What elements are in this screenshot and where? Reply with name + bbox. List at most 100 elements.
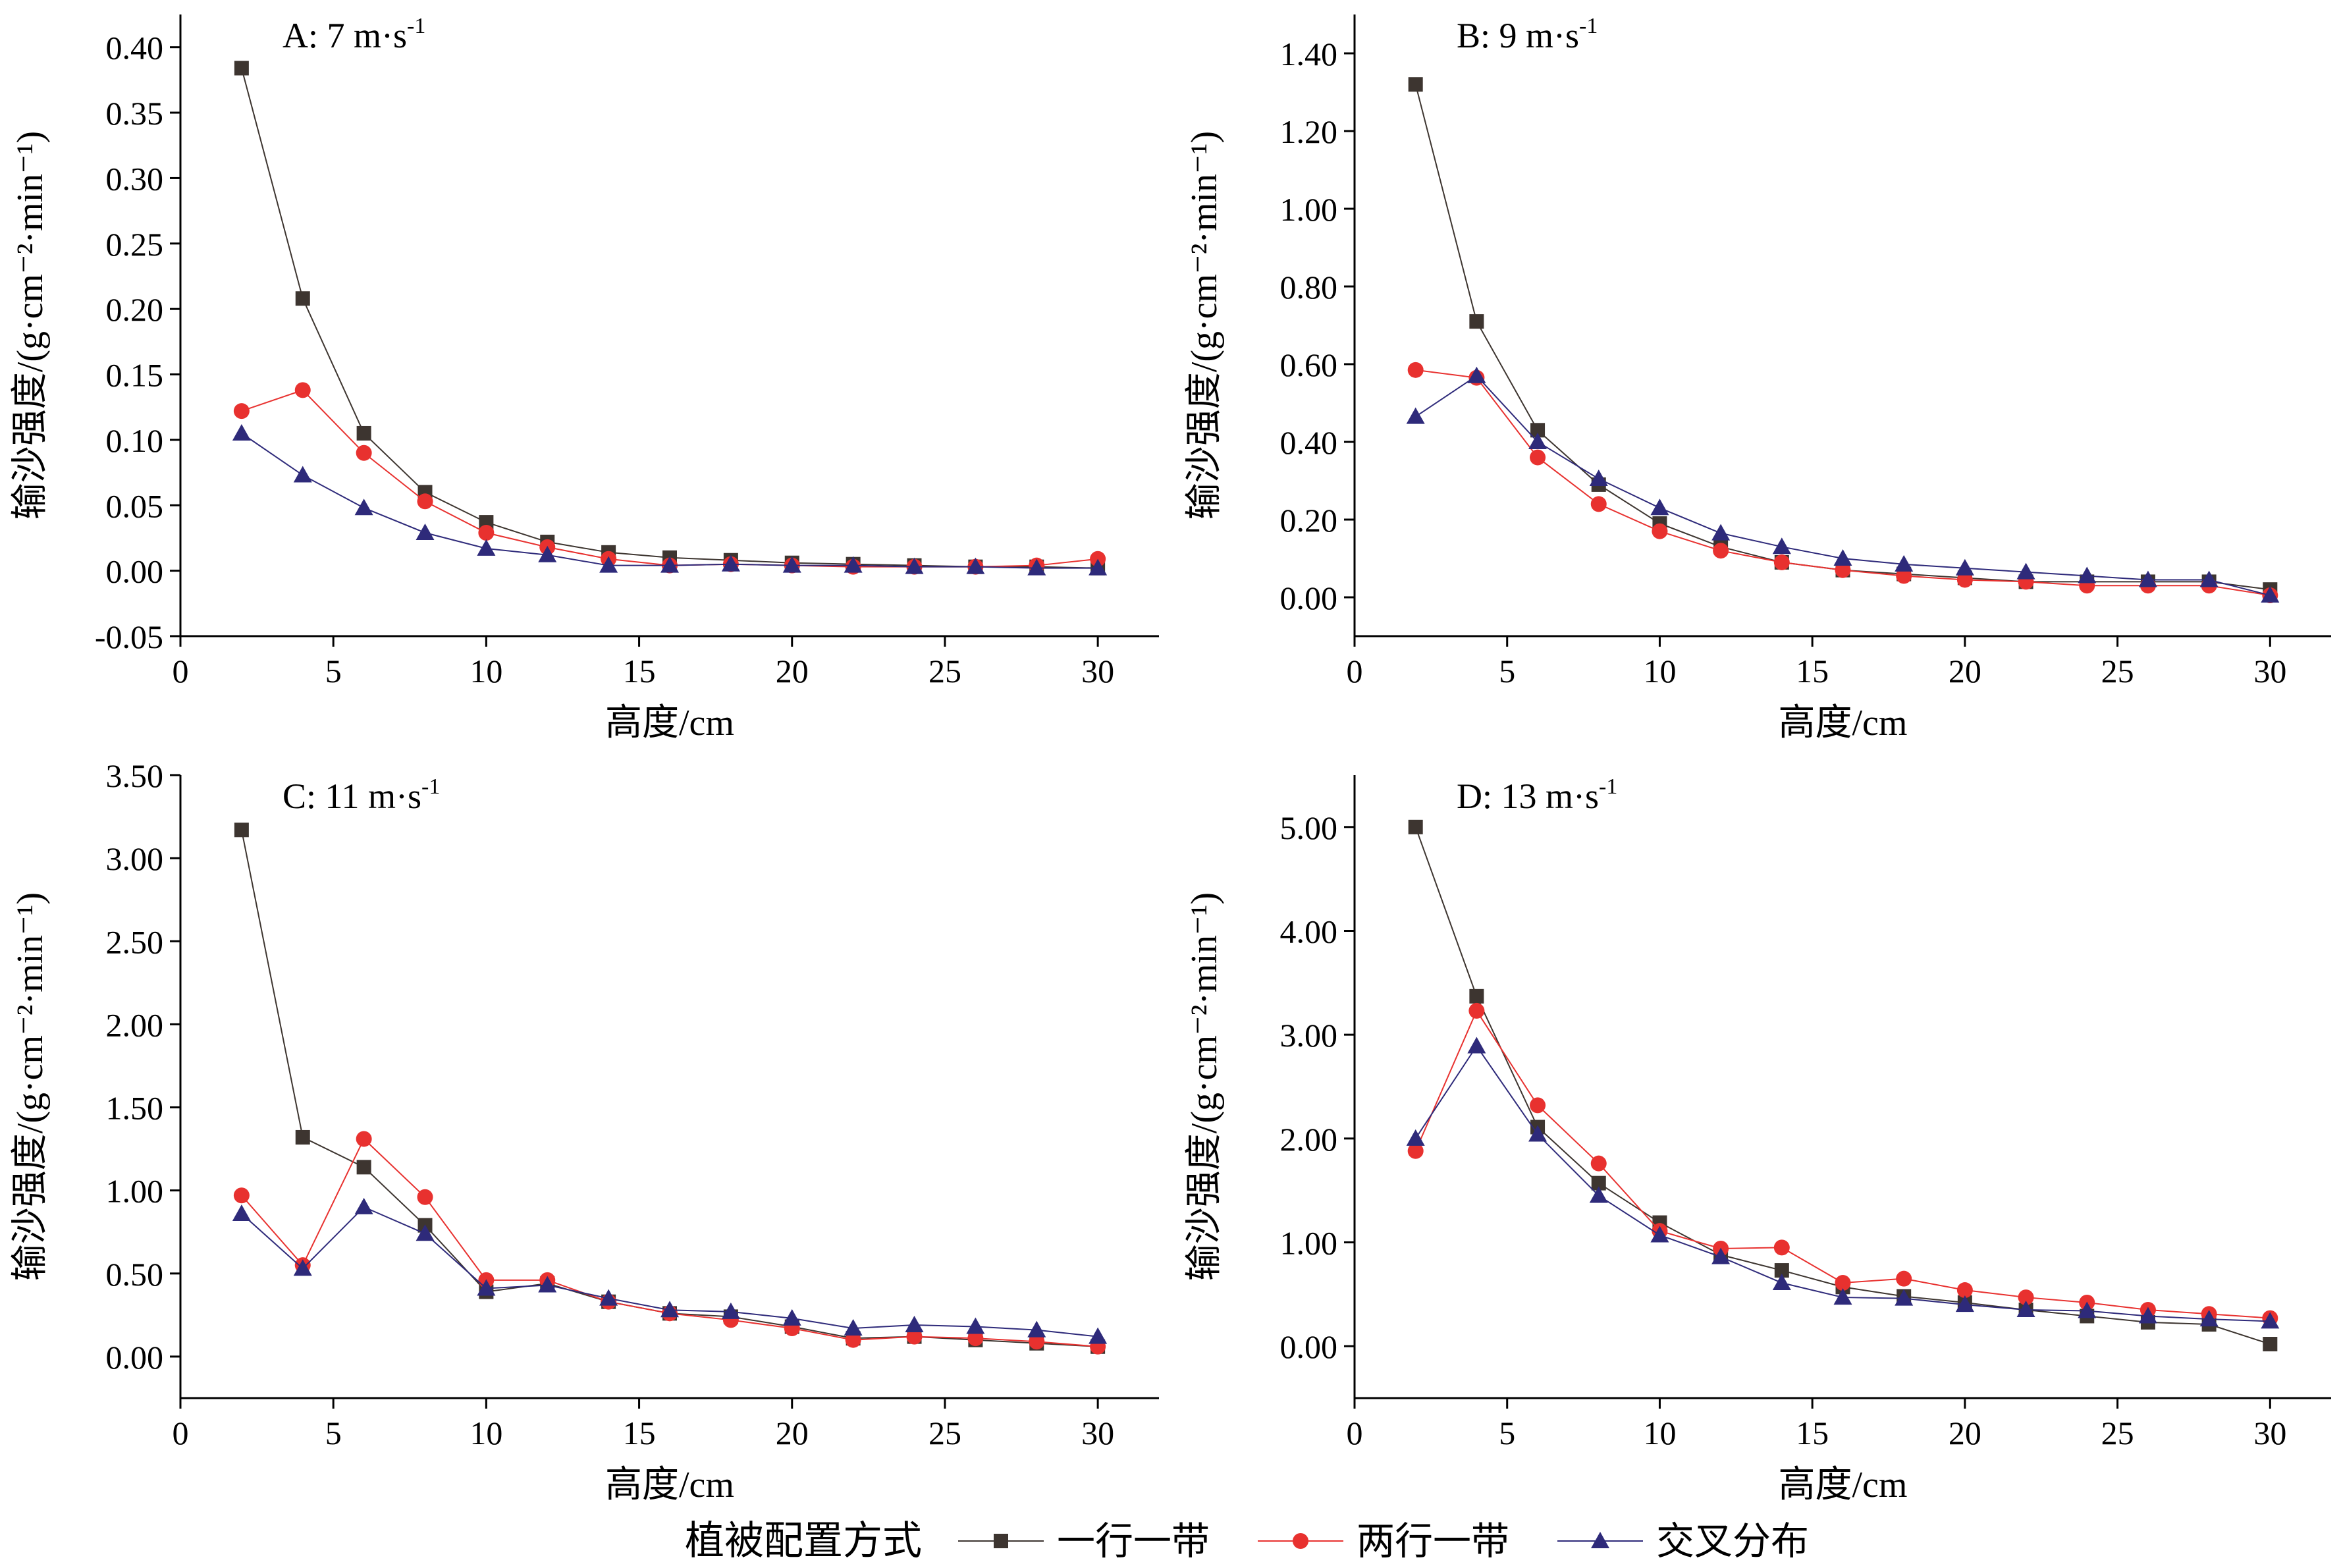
data-point	[599, 1289, 618, 1306]
data-point	[721, 554, 740, 572]
data-point	[1591, 1176, 1606, 1191]
y-tick-label: 1.00	[106, 1173, 164, 1210]
data-point	[233, 403, 250, 419]
data-point	[354, 499, 373, 516]
data-point	[1773, 554, 1790, 570]
y-tick-label: 2.00	[1280, 1121, 1338, 1158]
data-point	[2263, 1337, 2278, 1352]
data-point	[234, 61, 249, 76]
series-square	[1408, 77, 2278, 597]
x-tick-label: 30	[1081, 653, 1114, 689]
data-point	[1896, 1270, 1912, 1287]
data-point	[1833, 1288, 1852, 1305]
legend-marker	[1591, 1532, 1609, 1548]
y-tick-label: 2.00	[106, 1006, 164, 1043]
legend-item: 两行一带	[1258, 1520, 1509, 1563]
y-tick-label: 0.60	[1280, 346, 1338, 383]
data-point	[416, 1224, 435, 1241]
chart-panel-c: 0.00 0.50 1.00 1.50 2.00 2.50 3.00 3.50 0 5 10 15 20…	[10, 757, 1159, 1505]
series-circle	[233, 382, 1106, 575]
data-point	[295, 1129, 310, 1145]
data-point	[356, 1160, 371, 1175]
legend-marker	[1293, 1533, 1308, 1549]
data-point	[1408, 819, 1423, 834]
data-point	[417, 1189, 433, 1205]
data-point	[1711, 1247, 1731, 1264]
x-axis-title: 高度/cm	[1779, 1465, 1908, 1505]
data-point	[1650, 499, 1669, 516]
data-point	[232, 1204, 251, 1221]
data-point	[1406, 407, 1425, 424]
data-point	[1530, 1097, 1546, 1114]
y-tick-label: 0.20	[106, 291, 164, 328]
data-point	[1590, 1155, 1607, 1172]
data-point	[1955, 558, 1974, 576]
y-tick-label: 2.50	[106, 923, 164, 960]
data-point	[1467, 1037, 1486, 1054]
y-tick-label: 0.20	[1280, 502, 1338, 539]
y-tick-label: 1.50	[106, 1090, 164, 1127]
data-point	[1835, 562, 1851, 578]
data-point	[2199, 1310, 2219, 1327]
data-point	[1956, 1282, 1973, 1299]
data-point	[295, 291, 310, 306]
x-tick-label: 5	[325, 1415, 342, 1451]
data-point	[356, 1131, 372, 1147]
series-circle	[1407, 1002, 2278, 1326]
series-line	[1414, 84, 2271, 591]
data-point	[1528, 1125, 1547, 1142]
chart-panels: -0.05 0.00 0.05 0.10 0.15 0.20 0.25 0.30 0.35 0.4…	[10, 14, 2331, 1505]
y-tick-label: 1.00	[1280, 191, 1338, 228]
chart-panel-b: 0.00 0.20 0.40 0.60 0.80 1.00 1.20 1.40 0 5 10 15 20…	[1184, 14, 2331, 743]
data-point	[477, 1279, 496, 1296]
x-tick-label: 20	[1949, 1415, 1981, 1451]
data-point	[782, 556, 801, 573]
data-point	[1774, 1263, 1789, 1278]
data-point	[294, 382, 311, 398]
data-point	[1406, 1129, 1425, 1146]
data-point	[905, 1316, 924, 1333]
y-tick-label: 0.40	[1280, 424, 1338, 461]
data-point	[1956, 572, 1973, 588]
y-tick-label: 4.00	[1280, 913, 1338, 950]
data-point	[1469, 314, 1484, 329]
data-point	[2138, 1307, 2157, 1324]
legend: 植被配置方式 一行一带 两行一带 交叉分布	[685, 1519, 1809, 1563]
legend-title: 植被配置方式	[685, 1519, 922, 1563]
data-point	[1590, 496, 1607, 512]
data-point	[721, 1302, 740, 1319]
data-point	[1896, 568, 1912, 584]
data-point	[1711, 524, 1731, 541]
data-point	[1530, 423, 1546, 438]
data-point	[416, 523, 435, 540]
data-point	[232, 423, 251, 441]
x-tick-label: 30	[1081, 1415, 1114, 1451]
data-point	[844, 556, 863, 573]
data-point	[1589, 470, 1608, 487]
x-tick-label: 10	[1643, 1415, 1676, 1451]
data-point	[1408, 77, 1423, 92]
data-point	[906, 1328, 923, 1345]
legend-label: 一行一带	[1057, 1520, 1210, 1563]
y-axis-title: 输沙强度/(g·cm⁻²·min⁻¹)	[1184, 131, 1225, 520]
y-tick-label: 3.00	[106, 840, 164, 877]
series-line	[1414, 826, 2271, 1345]
x-tick-label: 25	[2101, 1415, 2134, 1451]
data-point	[1407, 362, 1424, 378]
legend-label: 交叉分布	[1656, 1520, 1809, 1563]
y-tick-label: 0.00	[106, 1339, 164, 1376]
data-point	[417, 493, 433, 510]
panel-label-superscript: -1	[407, 14, 425, 38]
data-point	[2016, 1300, 2035, 1317]
data-point	[1955, 1295, 1974, 1312]
series-triangle	[232, 1197, 1108, 1344]
y-tick-label: 1.20	[1280, 113, 1338, 150]
data-point	[1713, 543, 1729, 559]
series-line	[241, 389, 1098, 568]
y-axis-title: 输沙强度/(g·cm⁻²·min⁻¹)	[1184, 892, 1225, 1281]
series-triangle	[1406, 366, 2280, 603]
panel-label: D: 13 m·s-1	[1457, 774, 1617, 816]
x-tick-label: 20	[1949, 653, 1981, 689]
x-tick-label: 0	[173, 653, 189, 689]
series-line	[240, 830, 1098, 1347]
